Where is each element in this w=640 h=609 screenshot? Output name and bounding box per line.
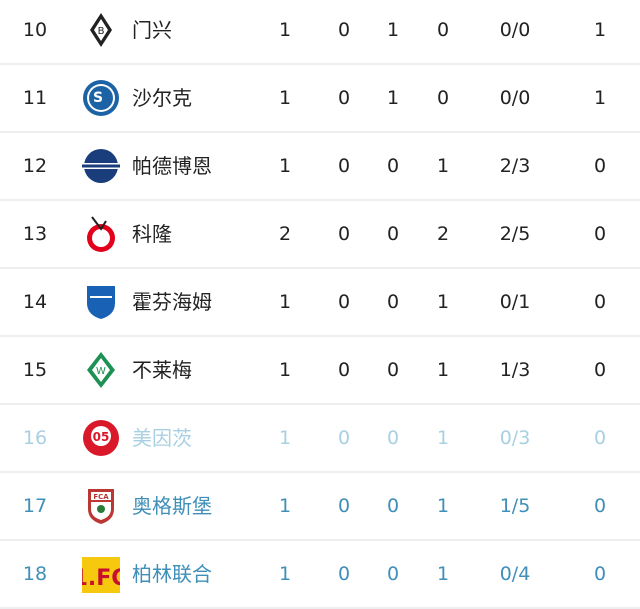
stat-goals: 0/1 [499, 291, 531, 313]
stat-drawn: 0 [386, 563, 400, 585]
stat-goals: 0/0 [499, 87, 531, 109]
stat-won: 0 [337, 19, 351, 41]
stat-drawn: 1 [386, 87, 400, 109]
stat-points: 0 [593, 563, 607, 585]
table-row[interactable]: 18 1.FC 柏林联合 1 0 0 1 0/4 0 [0, 541, 640, 609]
stat-won: 0 [337, 87, 351, 109]
rank: 16 [22, 427, 48, 449]
stat-points: 0 [593, 223, 607, 245]
paderborn-logo-icon [82, 147, 120, 185]
bremen-logo-icon: W [82, 351, 120, 389]
rank: 11 [22, 87, 48, 109]
table-row[interactable]: 16 05 美因茨 1 0 0 1 0/3 0 [0, 405, 640, 473]
stat-drawn: 0 [386, 427, 400, 449]
svg-text:B: B [98, 26, 105, 37]
stat-points: 1 [593, 19, 607, 41]
stat-won: 0 [337, 427, 351, 449]
stat-played: 1 [278, 87, 292, 109]
union-berlin-logo-icon: 1.FC [73, 555, 127, 593]
gladbach-logo-icon: B [82, 11, 120, 49]
stat-played: 1 [278, 19, 292, 41]
stat-lost: 1 [436, 495, 450, 517]
table-row[interactable]: 10 B 门兴 1 0 1 0 0/0 1 [0, 0, 640, 65]
svg-text:05: 05 [93, 430, 110, 444]
mainz-logo-icon: 05 [82, 419, 120, 457]
stat-lost: 1 [436, 155, 450, 177]
stat-drawn: 0 [386, 155, 400, 177]
table-row[interactable]: 13 科隆 2 0 0 2 2/5 0 [0, 201, 640, 269]
stat-goals: 2/3 [499, 155, 531, 177]
stat-played: 1 [278, 427, 292, 449]
team-name[interactable]: 柏林联合 [132, 562, 212, 586]
stat-drawn: 0 [386, 495, 400, 517]
team-name[interactable]: 奥格斯堡 [132, 494, 212, 518]
stat-drawn: 0 [386, 359, 400, 381]
team-name[interactable]: 科隆 [132, 222, 172, 246]
stat-drawn: 0 [386, 291, 400, 313]
stat-lost: 0 [436, 19, 450, 41]
stat-drawn: 0 [386, 223, 400, 245]
team-name[interactable]: 门兴 [132, 18, 172, 42]
stat-played: 1 [278, 563, 292, 585]
stat-goals: 2/5 [499, 223, 531, 245]
stat-points: 0 [593, 359, 607, 381]
svg-text:1.FC: 1.FC [82, 566, 120, 591]
stat-points: 0 [593, 291, 607, 313]
stat-points: 0 [593, 155, 607, 177]
stat-points: 0 [593, 427, 607, 449]
table-row[interactable]: 14 霍芬海姆 1 0 0 1 0/1 0 [0, 269, 640, 337]
rank: 15 [22, 359, 48, 381]
team-name[interactable]: 不莱梅 [132, 358, 192, 382]
stat-drawn: 1 [386, 19, 400, 41]
table-row[interactable]: 17 FCA 奥格斯堡 1 0 0 1 1/5 0 [0, 473, 640, 541]
hoffenheim-logo-icon [82, 283, 120, 321]
stat-played: 1 [278, 291, 292, 313]
schalke-logo-icon: S [82, 79, 120, 117]
stat-won: 0 [337, 495, 351, 517]
rank: 18 [22, 563, 48, 585]
stat-points: 0 [593, 495, 607, 517]
stat-lost: 1 [436, 359, 450, 381]
svg-text:FCA: FCA [93, 493, 109, 501]
stat-lost: 1 [436, 427, 450, 449]
stat-lost: 0 [436, 87, 450, 109]
table-row[interactable]: 11 S 沙尔克 1 0 1 0 0/0 1 [0, 65, 640, 133]
rank: 10 [22, 19, 48, 41]
rank: 14 [22, 291, 48, 313]
augsburg-logo-icon: FCA [82, 487, 120, 525]
table-row[interactable]: 12 帕德博恩 1 0 0 1 2/3 0 [0, 133, 640, 201]
stat-won: 0 [337, 155, 351, 177]
stat-played: 1 [278, 495, 292, 517]
rank: 17 [22, 495, 48, 517]
team-name[interactable]: 霍芬海姆 [132, 290, 212, 314]
stat-goals: 0/4 [499, 563, 531, 585]
stat-goals: 0/0 [499, 19, 531, 41]
svg-text:W: W [96, 366, 106, 377]
team-name[interactable]: 沙尔克 [132, 86, 192, 110]
stat-played: 1 [278, 155, 292, 177]
stat-played: 1 [278, 359, 292, 381]
stat-lost: 1 [436, 563, 450, 585]
stat-goals: 0/3 [499, 427, 531, 449]
stat-played: 2 [278, 223, 292, 245]
koln-logo-icon [82, 215, 120, 253]
svg-text:S: S [93, 90, 103, 106]
stat-points: 1 [593, 87, 607, 109]
stat-goals: 1/5 [499, 495, 531, 517]
team-name[interactable]: 帕德博恩 [132, 154, 212, 178]
stat-lost: 2 [436, 223, 450, 245]
stat-lost: 1 [436, 291, 450, 313]
team-name[interactable]: 美因茨 [132, 426, 192, 450]
stat-goals: 1/3 [499, 359, 531, 381]
stat-won: 0 [337, 223, 351, 245]
stat-won: 0 [337, 291, 351, 313]
rank: 13 [22, 223, 48, 245]
table-row[interactable]: 15 W 不莱梅 1 0 0 1 1/3 0 [0, 337, 640, 405]
rank: 12 [22, 155, 48, 177]
stat-won: 0 [337, 563, 351, 585]
stat-won: 0 [337, 359, 351, 381]
